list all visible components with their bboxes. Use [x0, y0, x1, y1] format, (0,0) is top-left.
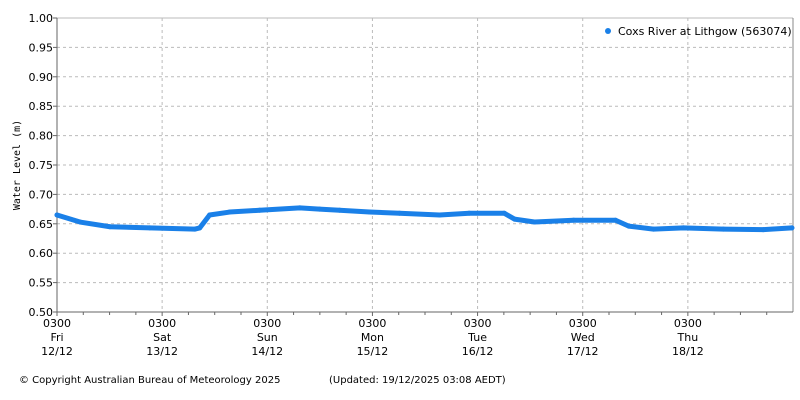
x-tick-label-day: Fri	[50, 331, 63, 344]
x-tick-label-day: Mon	[361, 331, 384, 344]
y-tick-label: 0.65	[29, 218, 54, 231]
x-tick-label-time: 0300	[43, 317, 71, 330]
x-tick-label-date: 12/12	[41, 345, 73, 358]
plot-area	[54, 205, 795, 233]
data-point	[501, 210, 507, 216]
data-point	[207, 212, 213, 218]
x-tick-label-date: 15/12	[357, 345, 389, 358]
x-tick-label-time: 0300	[148, 317, 176, 330]
x-tick-label-day: Wed	[571, 331, 595, 344]
y-tick-label: 0.70	[29, 188, 54, 201]
x-tick-label-time: 0300	[358, 317, 386, 330]
data-point	[77, 219, 83, 225]
y-tick-label: 0.95	[29, 41, 54, 54]
x-tick-label-time: 0300	[674, 317, 702, 330]
data-point	[337, 207, 343, 213]
x-tick-label-time: 0300	[253, 317, 281, 330]
y-tick-label: 0.75	[29, 159, 54, 172]
y-tick-label: 0.55	[29, 277, 54, 290]
data-point	[680, 225, 686, 231]
y-tick-label: 0.80	[29, 130, 54, 143]
data-point	[147, 225, 153, 231]
x-tick-label-day: Sat	[153, 331, 172, 344]
y-tick-label: 0.85	[29, 100, 54, 113]
y-tick-label: 1.00	[29, 12, 54, 25]
y-tick-label: 0.90	[29, 71, 54, 84]
data-point	[571, 217, 577, 223]
x-tick-label-date: 17/12	[567, 345, 599, 358]
data-point	[367, 209, 373, 215]
y-tick-label: 0.60	[29, 247, 54, 260]
data-point	[197, 225, 203, 231]
x-tick-label-date: 16/12	[462, 345, 494, 358]
y-axis-label: Water Level (m)	[12, 120, 23, 210]
x-axis: 0300Fri12/120300Sat13/120300Sun14/120300…	[41, 311, 793, 358]
legend: Coxs River at Lithgow (563074)	[605, 25, 792, 38]
x-tick-label-time: 0300	[569, 317, 597, 330]
data-point	[613, 217, 619, 223]
data-point	[396, 210, 402, 216]
x-tick-label-day: Tue	[467, 331, 487, 344]
data-point	[626, 223, 632, 229]
x-tick-label-day: Thu	[677, 331, 699, 344]
data-point	[316, 206, 322, 212]
data-point	[437, 212, 443, 218]
data-point	[257, 207, 263, 213]
data-point	[466, 210, 472, 216]
x-tick-label-date: 14/12	[251, 345, 283, 358]
x-tick-label-day: Sun	[257, 331, 278, 344]
legend-marker	[605, 28, 611, 34]
data-point	[760, 227, 766, 233]
copyright: © Copyright Australian Bureau of Meteoro…	[19, 375, 280, 386]
data-point	[720, 226, 726, 232]
data-point	[511, 216, 517, 222]
data-point	[192, 226, 198, 232]
data-point	[532, 219, 538, 225]
data-point	[107, 224, 113, 230]
x-tick-label-date: 18/12	[672, 345, 704, 358]
x-tick-label-date: 13/12	[146, 345, 178, 358]
x-tick-label-time: 0300	[464, 317, 492, 330]
legend-label: Coxs River at Lithgow (563074)	[618, 25, 792, 38]
data-point	[789, 225, 795, 231]
y-axis: 0.50 0.55 0.60 0.65 0.70 0.75 0.80 0.85 0.90 0.95…	[29, 12, 58, 319]
y-tick-label: 0.50	[29, 306, 54, 319]
data-point	[227, 209, 233, 215]
grid	[57, 17, 794, 312]
updated-timestamp: (Updated: 19/12/2025 03:08 AEDT)	[329, 375, 506, 386]
data-point	[297, 205, 303, 211]
data-point	[54, 212, 60, 218]
data-point	[651, 226, 657, 232]
